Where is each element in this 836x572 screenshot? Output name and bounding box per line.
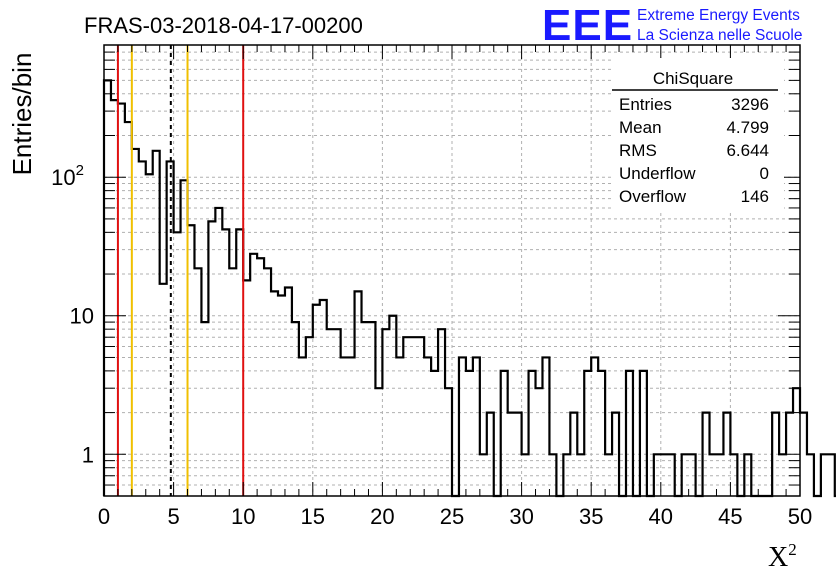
- x-tick-label: 40: [649, 504, 673, 529]
- x-tick-label: 50: [788, 504, 812, 529]
- stats-row-value: 4.799: [726, 118, 769, 137]
- eee-logo-line2: La Scienza nelle Scuole: [637, 27, 802, 44]
- eee-logo-line1: Extreme Energy Events: [637, 7, 800, 24]
- stats-row-label: Underflow: [619, 164, 696, 183]
- stats-row-label: Entries: [619, 95, 672, 114]
- stats-box: [612, 58, 784, 210]
- x-axis-label-exponent: 2: [788, 540, 797, 559]
- stats-row-label: Mean: [619, 118, 662, 137]
- stats-row-value: 146: [741, 187, 769, 206]
- y-tick-label: 1: [82, 442, 94, 467]
- x-tick-label: 25: [440, 504, 464, 529]
- stats-box-title: ChiSquare: [653, 69, 733, 88]
- x-axis-label-base: X: [768, 542, 788, 572]
- stats-row-value: 6.644: [726, 141, 769, 160]
- reference-lines: [116, 45, 245, 496]
- stats-row-value: 3296: [731, 95, 769, 114]
- x-tick-label: 20: [370, 504, 394, 529]
- y-tick-label-exponent: 2: [76, 162, 84, 179]
- plot-title: FRAS-03-2018-04-17-00200: [84, 13, 363, 38]
- y-axis-label: Entries/bin: [7, 53, 37, 176]
- y-tick-label: 102: [51, 162, 84, 190]
- y-tick-label: 10: [70, 304, 94, 329]
- stats-row-label: RMS: [619, 141, 657, 160]
- x-tick-label: 5: [167, 504, 179, 529]
- eee-logo-mark: EEE: [542, 1, 633, 50]
- stats-rows: Entries 3296 Mean 4.799 RMS 6.644 Underflow 0 Ov…: [619, 95, 769, 206]
- stats-row-label: Overflow: [619, 187, 687, 206]
- x-tick-label: 0: [98, 504, 110, 529]
- x-axis-label: X2: [768, 540, 797, 572]
- x-tick-label: 45: [718, 504, 742, 529]
- x-tick-label: 35: [579, 504, 603, 529]
- x-tick-label: 10: [231, 504, 255, 529]
- grid: [104, 45, 800, 496]
- stats-row-value: 0: [760, 164, 769, 183]
- eee-logo: EEE Extreme Energy Events La Scienza nel…: [542, 1, 802, 50]
- y-tick-label-base: 10: [51, 165, 75, 190]
- x-tick-label: 15: [301, 504, 325, 529]
- x-tick-label: 30: [509, 504, 533, 529]
